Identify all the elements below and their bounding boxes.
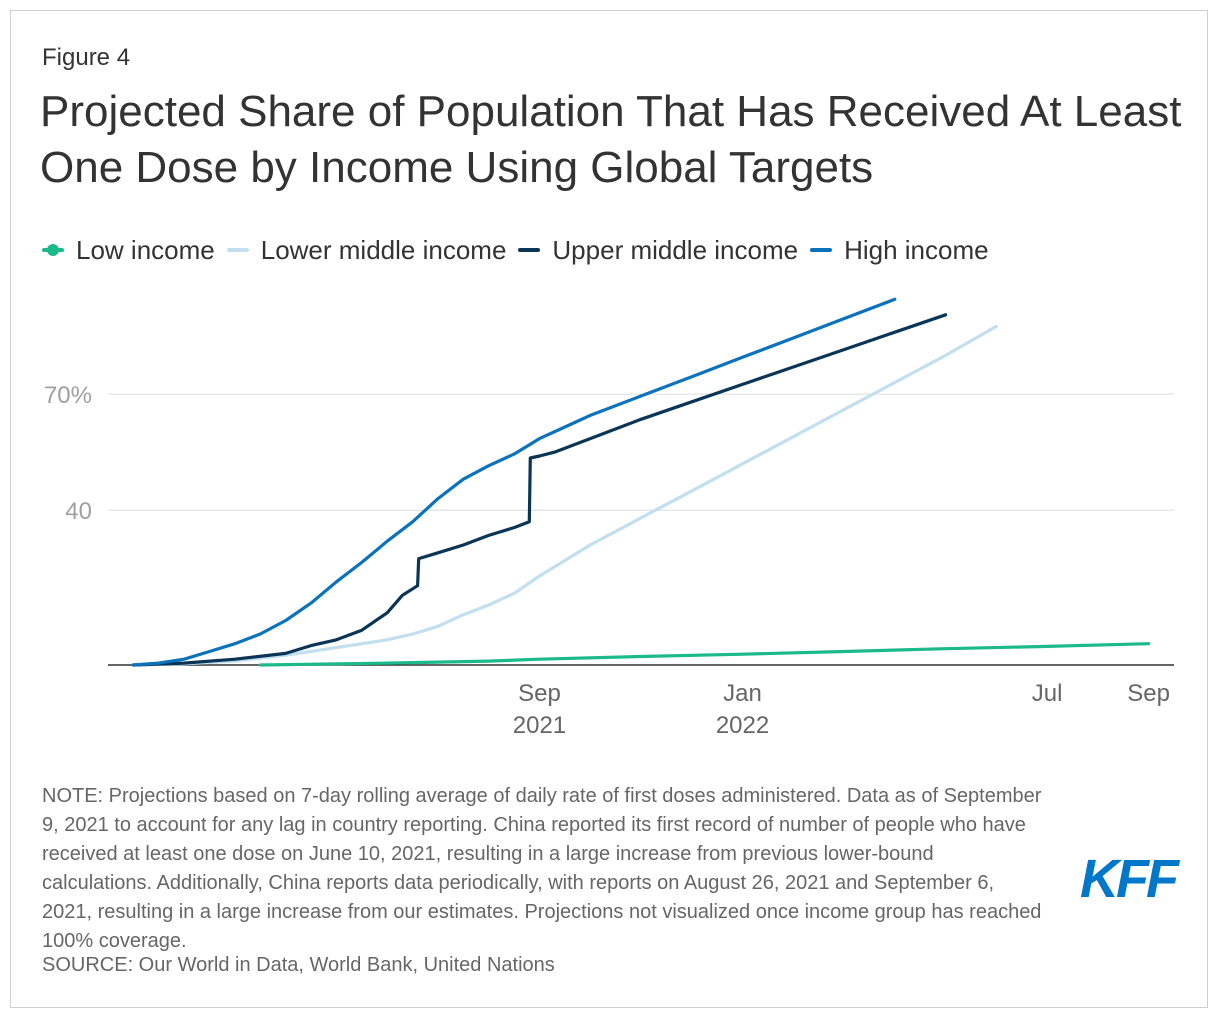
x-tick-label: Jul bbox=[1032, 680, 1063, 707]
legend-label: Lower middle income bbox=[260, 234, 507, 265]
series-line-low-income bbox=[258, 642, 1151, 667]
chart-title: Projected Share of Population That Has R… bbox=[40, 87, 1182, 192]
legend-label: High income bbox=[844, 234, 989, 265]
x-tick-sublabel: 2022 bbox=[716, 712, 769, 739]
chart-note: NOTE: Projections based on 7-day rolling… bbox=[42, 785, 1042, 952]
legend-item-lower-middle-income[interactable]: Lower middle income bbox=[226, 234, 507, 266]
x-tick-label: Sep bbox=[1127, 680, 1170, 707]
legend-item-upper-middle-income[interactable]: Upper middle income bbox=[518, 235, 798, 266]
x-tick-label: Sep bbox=[518, 680, 561, 707]
legend-swatch-lower-middle-income bbox=[226, 248, 249, 252]
x-tick-sublabel: 2021 bbox=[513, 712, 566, 739]
legend-swatch-high-income bbox=[810, 248, 833, 252]
kff-logo: KFF bbox=[1080, 849, 1179, 909]
series-line-lower-middle-income bbox=[131, 324, 998, 667]
series-line-upper-middle-income bbox=[131, 313, 948, 667]
y-tick-label: 40 bbox=[65, 498, 92, 525]
chart-source: SOURCE: Our World in Data, World Bank, U… bbox=[42, 954, 555, 976]
chart-legend: Low income Lower middle income Upper mid… bbox=[42, 232, 1001, 268]
legend-label: Upper middle income bbox=[552, 234, 799, 265]
line-chart: 40 70% Sep 2021 Jan 2022 Jul Sep bbox=[44, 297, 1174, 739]
legend-item-low-income[interactable]: Low income bbox=[42, 235, 215, 266]
legend-label: Low income bbox=[76, 234, 215, 265]
legend-swatch-upper-middle-income bbox=[518, 248, 541, 252]
series-line-high-income bbox=[131, 297, 897, 667]
legend-item-high-income[interactable]: High income bbox=[810, 235, 989, 266]
legend-swatch-low-income bbox=[42, 244, 64, 256]
figure-frame bbox=[10, 10, 1208, 1008]
y-tick-label: 70% bbox=[44, 382, 92, 409]
x-tick-label: Jan bbox=[723, 680, 762, 707]
figure-label: Figure 4 bbox=[42, 44, 131, 71]
